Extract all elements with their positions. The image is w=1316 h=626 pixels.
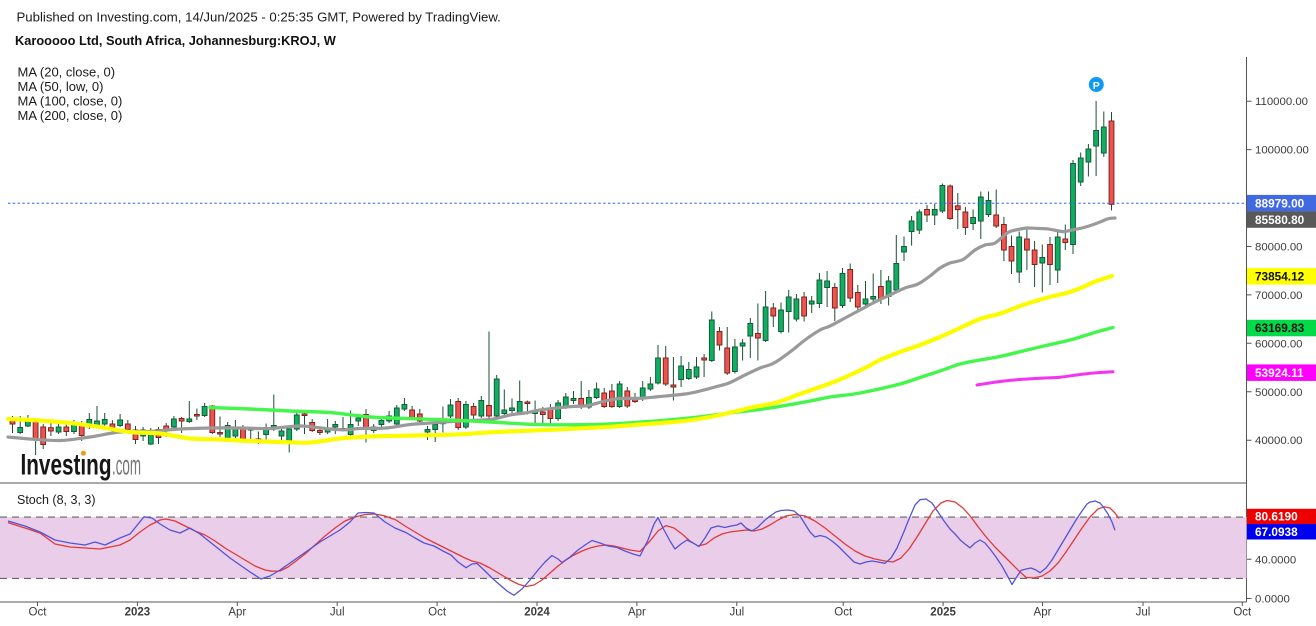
svg-text:40.0000: 40.0000 xyxy=(1255,554,1296,566)
svg-text:0.0000: 0.0000 xyxy=(1255,594,1290,606)
svg-text:2023: 2023 xyxy=(125,607,151,619)
svg-text:88979.00: 88979.00 xyxy=(1255,196,1305,210)
svg-text:70000.00: 70000.00 xyxy=(1255,290,1303,302)
svg-text:.com: .com xyxy=(112,449,141,480)
svg-text:Apr: Apr xyxy=(1034,607,1052,619)
svg-text:60000.00: 60000.00 xyxy=(1255,338,1303,350)
svg-text:80000.00: 80000.00 xyxy=(1255,242,1303,254)
svg-text:40000.00: 40000.00 xyxy=(1255,435,1303,447)
svg-text:85580.80: 85580.80 xyxy=(1255,213,1305,227)
svg-text:Published on Investing.com, 14: Published on Investing.com, 14/Jun/2025 … xyxy=(17,10,501,25)
svg-text:63169.83: 63169.83 xyxy=(1255,321,1305,335)
svg-text:53924.11: 53924.11 xyxy=(1255,366,1304,380)
svg-text:MA (20, close, 0): MA (20, close, 0) xyxy=(18,65,116,80)
svg-text:Jul: Jul xyxy=(729,607,744,619)
svg-text:Jul: Jul xyxy=(330,607,345,619)
svg-text:P: P xyxy=(1093,80,1100,92)
svg-text:Stoch (8, 3, 3): Stoch (8, 3, 3) xyxy=(17,493,96,507)
svg-text:2025: 2025 xyxy=(930,607,956,619)
svg-text:Jul: Jul xyxy=(1136,607,1151,619)
svg-text:100000.00: 100000.00 xyxy=(1255,145,1309,157)
svg-text:67.0938: 67.0938 xyxy=(1255,525,1298,539)
svg-text:Investıng: Investıng xyxy=(21,448,112,481)
svg-text:Oct: Oct xyxy=(29,607,48,619)
svg-text:MA (200, close, 0): MA (200, close, 0) xyxy=(18,108,123,123)
svg-text:Oct: Oct xyxy=(1233,607,1252,619)
svg-text:Karooooo Ltd, South Africa, Jo: Karooooo Ltd, South Africa, Johannesburg… xyxy=(15,33,337,48)
svg-text:Oct: Oct xyxy=(428,607,447,619)
svg-text:73854.12: 73854.12 xyxy=(1255,270,1305,284)
svg-text:80.6190: 80.6190 xyxy=(1255,510,1298,524)
svg-text:Oct: Oct xyxy=(834,607,853,619)
svg-text:MA (100, close, 0): MA (100, close, 0) xyxy=(18,94,123,109)
svg-text:2024: 2024 xyxy=(524,607,550,619)
svg-text:MA (50, low, 0): MA (50, low, 0) xyxy=(18,79,104,94)
svg-text:Apr: Apr xyxy=(228,607,246,619)
svg-text:110000.00: 110000.00 xyxy=(1255,96,1308,108)
svg-text:50000.00: 50000.00 xyxy=(1255,387,1303,399)
svg-text:Apr: Apr xyxy=(628,607,646,619)
